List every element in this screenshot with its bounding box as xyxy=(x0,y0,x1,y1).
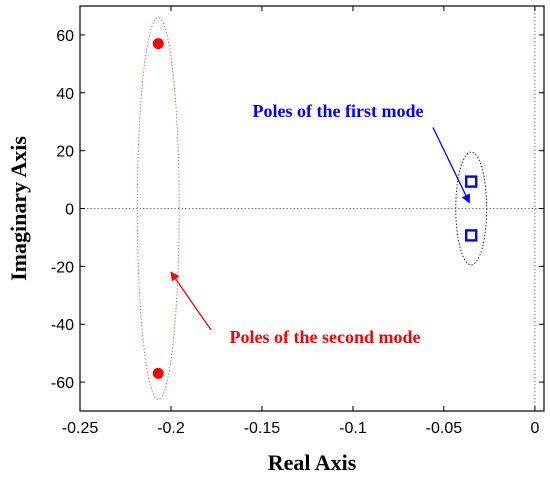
y-tick-label: -60 xyxy=(51,375,74,392)
annotations: Poles of the first mode Poles of the seco… xyxy=(170,101,470,347)
x-axis-ticks: -0.25 -0.2 -0.15 -0.1 -0.05 0 xyxy=(62,6,539,437)
y-axis-label: Imaginary Axis xyxy=(6,136,31,281)
x-tick-label: -0.05 xyxy=(426,420,463,437)
y-tick-label: 40 xyxy=(56,86,74,103)
pole-marker-first-mode-1 xyxy=(465,175,478,188)
y-tick-label: -20 xyxy=(51,259,74,276)
x-tick-label: 0 xyxy=(530,420,539,437)
x-tick-label: -0.1 xyxy=(339,420,367,437)
grouping-ellipses xyxy=(136,17,488,400)
y-tick-label: 60 xyxy=(56,28,74,45)
pole-marker-first-mode-2 xyxy=(465,229,478,242)
annotation-label-1: Poles of the first mode xyxy=(253,101,424,121)
reference-lines xyxy=(80,6,544,411)
x-tick-label: -0.2 xyxy=(157,420,185,437)
y-axis-ticks: -60 -40 -20 0 20 40 60 xyxy=(51,28,544,392)
y-tick-label: 20 xyxy=(56,144,74,161)
annotation-arrow-2 xyxy=(170,271,212,331)
y-tick-label: 0 xyxy=(65,202,74,219)
pole-markers xyxy=(152,38,478,379)
y-tick-label: -40 xyxy=(51,317,74,334)
mode-ellipse-2 xyxy=(136,17,180,400)
mode-ellipse-1 xyxy=(455,151,488,266)
annotation-label-2: Poles of the second mode xyxy=(230,327,421,347)
pole-marker-second-mode-1 xyxy=(152,38,164,50)
x-tick-label: -0.15 xyxy=(244,420,281,437)
annotation-arrow-1 xyxy=(432,127,470,204)
pole-marker-second-mode-2 xyxy=(152,367,164,379)
x-tick-label: -0.25 xyxy=(62,420,99,437)
x-axis-label: Real Axis xyxy=(268,450,357,475)
